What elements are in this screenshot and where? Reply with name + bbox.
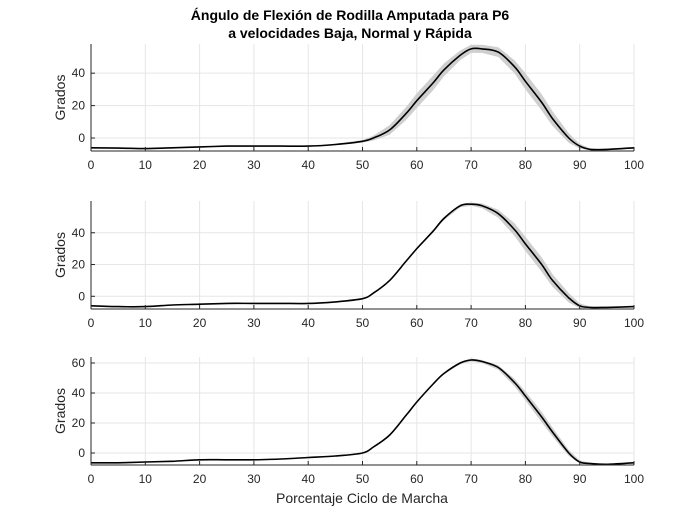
panel-3-x-tick-label: 50 [356,472,370,486]
chart-title-line1: Ángulo de Flexión de Rodilla Amputada pa… [190,7,510,23]
panel-2-x-tick-label: 70 [464,316,478,330]
panel-2-mean-line [90,203,635,309]
panel-1-y-tick-label: 0 [78,131,85,145]
panel-3-x-tick-label: 40 [302,472,316,486]
panel-3-y-tick-label: 40 [72,386,86,400]
panel-3-x-tick-label: 30 [247,472,261,486]
panel-1-x-tick-label: 40 [302,158,316,172]
panel-3-y-axis-label: Grados [52,388,68,434]
panel-3-x-tick-label: 0 [88,472,95,486]
panel-2-x-tick-label: 60 [410,316,424,330]
panel-2-x-tick-label: 10 [139,316,153,330]
panel-2-x-tick-label: 0 [88,316,95,330]
panel-1-x-tick-label: 60 [410,158,424,172]
panel-3-y-tick-label: 60 [72,356,86,370]
panel-3-x-tick-label: 100 [624,472,644,486]
panel-1-x-tick-label: 0 [88,158,95,172]
panel-2-x-tick-label: 90 [573,316,587,330]
panel-2-y-axis-label: Grados [52,232,68,278]
panel-3-x-tick-label: 80 [519,472,533,486]
panel-2-x-tick-label: 80 [519,316,533,330]
panel-2-x-tick-label: 40 [302,316,316,330]
panel-2-x-tick-label: 20 [193,316,207,330]
panel-2-x-tick-label: 50 [356,316,370,330]
panel-3-x-tick-label: 70 [464,472,478,486]
panel-1-mean-line [90,47,635,151]
panel-3-x-tick-label: 10 [139,472,153,486]
panel-1-x-tick-label: 70 [464,158,478,172]
panel-3-x-tick-label: 60 [410,472,424,486]
panel-1-y-tick-label: 20 [72,99,86,113]
panel-1-x-tick-label: 100 [624,158,644,172]
chart-title-line2: a velocidades Baja, Normal y Rápida [228,25,472,41]
panel-2-x-tick-label: 30 [247,316,261,330]
panel-2-y-tick-label: 0 [78,289,85,303]
panel-3-x-tick-label: 90 [573,472,587,486]
panel-2-y-tick-label: 20 [72,258,86,272]
x-axis-label: Porcentaje Ciclo de Marcha [276,490,448,506]
panel-1-x-tick-label: 80 [519,158,533,172]
panel-2-y-tick-label: 40 [72,226,86,240]
panel-3-x-tick-label: 20 [193,472,207,486]
panel-1-x-tick-label: 50 [356,158,370,172]
panel-1-x-tick-label: 30 [247,158,261,172]
panel-1-y-tick-label: 40 [72,66,86,80]
panel-3-y-tick-label: 0 [78,446,85,460]
panel-1-y-axis-label: Grados [52,75,68,121]
panel-3-mean-line [90,359,635,466]
panel-2-x-tick-label: 100 [624,316,644,330]
panel-3-y-tick-label: 20 [72,416,86,430]
panel-1-x-tick-label: 90 [573,158,587,172]
panel-1-x-tick-label: 10 [139,158,153,172]
panel-1-x-tick-label: 20 [193,158,207,172]
